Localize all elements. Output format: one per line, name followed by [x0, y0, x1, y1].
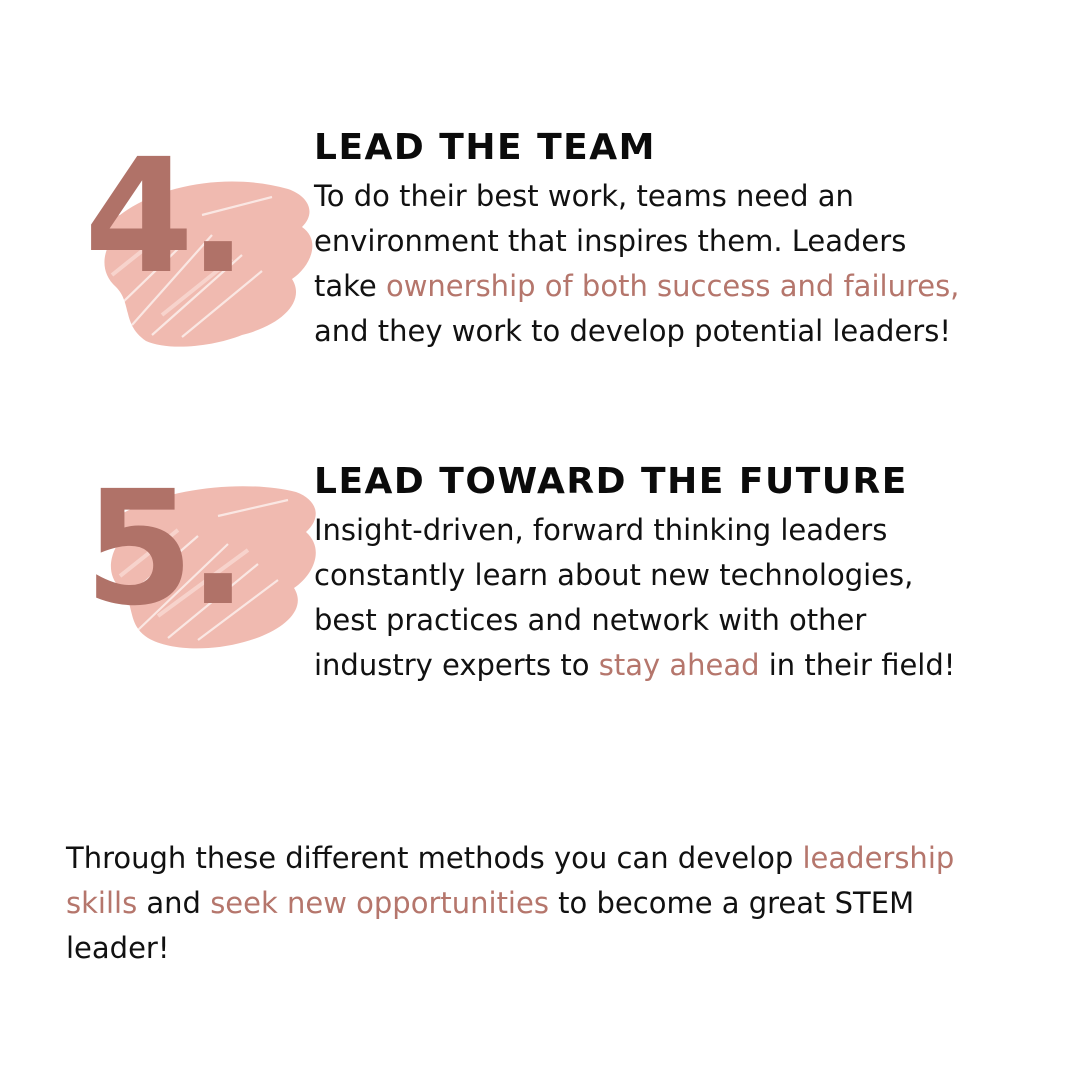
section-4-text-2: and they work to develop potential leade…: [314, 314, 951, 348]
section-5-highlight: stay ahead: [598, 648, 760, 682]
section-5-text-1: Insight-driven, forward thinking leaders…: [314, 513, 914, 682]
section-4-body: To do their best work, teams need an env…: [314, 174, 974, 354]
brush-stroke-4: [104, 181, 313, 347]
outro-highlight-2: seek new opportunities: [210, 886, 549, 920]
section-4-text-1: To do their best work, teams need an env…: [314, 179, 907, 303]
step-number-5: 5.: [84, 457, 248, 641]
section-5-body: Insight-driven, forward thinking leaders…: [314, 508, 974, 688]
brush-stroke-5: [110, 486, 316, 649]
closing-paragraph: Through these different methods you can …: [66, 836, 1026, 971]
section-5-text-2: in their field!: [759, 648, 956, 682]
section-4-highlight: ownership of both success and failures,: [385, 269, 960, 303]
section-5-heading: Lead toward the future: [314, 461, 908, 502]
outro-text-1: Through these different methods you can …: [66, 841, 803, 875]
outro-text-3: to become a great STEM leader!: [66, 886, 915, 965]
outro-highlight-1: leadership skills: [66, 841, 955, 920]
outro-text-2: and: [137, 886, 211, 920]
step-number-4: 4.: [84, 125, 248, 309]
section-4-heading: Lead the team: [314, 127, 656, 168]
